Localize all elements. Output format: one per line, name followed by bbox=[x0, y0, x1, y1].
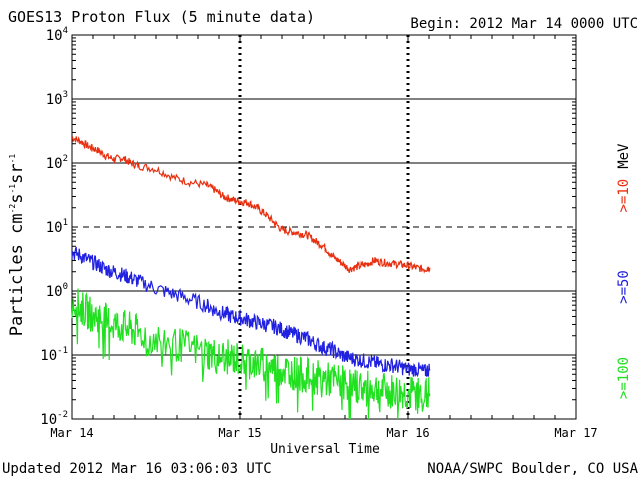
svg-text:>=10MeV: >=10 MeV bbox=[616, 143, 632, 213]
updated-timestamp: Updated 2012 Mar 16 03:06:03 UTC bbox=[2, 461, 272, 477]
legend-mev-unit: MeV bbox=[616, 143, 632, 169]
y-tick-label: 102 bbox=[46, 154, 68, 172]
begin-date: Begin: 2012 Mar 14 0000 UTC bbox=[410, 16, 638, 32]
credit-text: NOAA/SWPC Boulder, CO USA bbox=[427, 461, 638, 477]
x-tick-label: Mar 17 bbox=[554, 426, 597, 440]
chart-title: GOES13 Proton Flux (5 minute data) bbox=[8, 8, 315, 26]
y-tick-label: 10-2 bbox=[40, 410, 68, 428]
y-tick-label: 101 bbox=[46, 218, 68, 236]
series-line-10mev bbox=[71, 136, 431, 274]
y-tick-label: 103 bbox=[46, 90, 68, 108]
legend-100mev: >=100 bbox=[616, 357, 632, 399]
y-tick-label: 104 bbox=[46, 26, 68, 44]
plot-frame bbox=[71, 34, 577, 420]
x-axis-label: Universal Time bbox=[270, 442, 380, 457]
x-tick-label: Mar 15 bbox=[218, 426, 261, 440]
legend-50mev: >=50 bbox=[616, 270, 632, 304]
series-line-100mev bbox=[71, 288, 431, 420]
series-line-50mev bbox=[71, 246, 431, 378]
x-tick-label: Mar 16 bbox=[386, 426, 429, 440]
plot-area: Mar 14 Mar 15 Mar 16 Mar 17 104 103 102 101 100 1… bbox=[40, 26, 597, 440]
y-axis-label: Particles cm-2s-1sr-1 bbox=[7, 154, 27, 337]
legend-10mev: >=10 bbox=[616, 179, 632, 213]
y-tick-label: 10-1 bbox=[40, 346, 68, 364]
x-tick-label: Mar 14 bbox=[50, 426, 93, 440]
y-tick-label: 100 bbox=[46, 282, 68, 300]
